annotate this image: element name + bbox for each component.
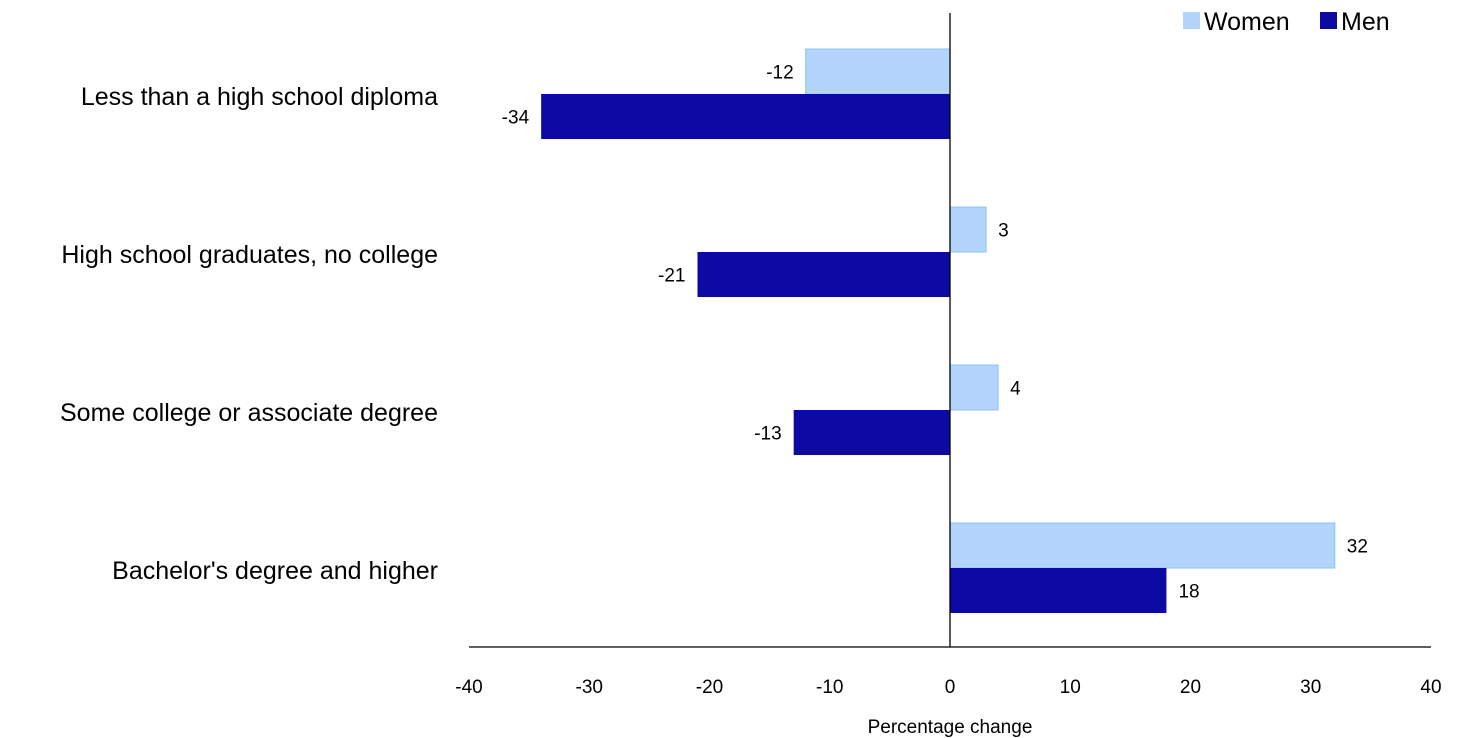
bars	[541, 48, 1336, 613]
bar-women	[805, 48, 951, 95]
category-label: Bachelor's degree and higher	[112, 557, 438, 585]
x-tick-label: -30	[576, 677, 603, 698]
axes	[469, 13, 1431, 648]
data-label-men: -21	[658, 266, 685, 287]
legend-label-women: Women	[1204, 8, 1290, 36]
legend: Women Men	[1183, 8, 1390, 36]
x-tick-label: -10	[816, 677, 843, 698]
x-tick-label: 10	[1060, 677, 1081, 698]
data-label-men: -34	[502, 108, 530, 129]
x-tick-labels: -40 -30 -20 -10 0 10 20 30 40	[455, 677, 1441, 698]
x-tick-label: -40	[455, 677, 482, 698]
legend-swatch-men	[1320, 12, 1337, 29]
category-label: High school graduates, no college	[61, 241, 438, 269]
category-labels: Less than a high school diploma High sch…	[60, 83, 438, 585]
legend-swatch-women	[1183, 12, 1200, 29]
bar-women	[949, 206, 987, 253]
x-tick-label: 20	[1180, 677, 1201, 698]
category-label: Some college or associate degree	[60, 399, 438, 427]
data-label-women: 4	[1010, 379, 1021, 400]
x-tick-label: -20	[696, 677, 723, 698]
data-labels: -12 3 4 32 -34 -21 -13 18	[502, 63, 1368, 603]
x-tick-label: 0	[945, 677, 956, 698]
category-label: Less than a high school diploma	[81, 83, 438, 111]
bar-women	[949, 522, 1336, 569]
data-label-men: 18	[1178, 582, 1199, 603]
x-tick-label: 40	[1420, 677, 1441, 698]
bar-men	[793, 410, 950, 455]
x-tick-label: 30	[1300, 677, 1321, 698]
x-axis-title: Percentage change	[868, 717, 1033, 738]
bar-men	[950, 568, 1167, 613]
data-label-men: -13	[754, 424, 781, 445]
data-label-women: 32	[1347, 537, 1368, 558]
bar-men	[541, 94, 950, 139]
bar-women	[949, 364, 999, 411]
legend-label-men: Men	[1341, 8, 1390, 36]
data-label-women: -12	[766, 63, 793, 84]
data-label-women: 3	[998, 221, 1009, 242]
bar-men	[697, 252, 950, 297]
